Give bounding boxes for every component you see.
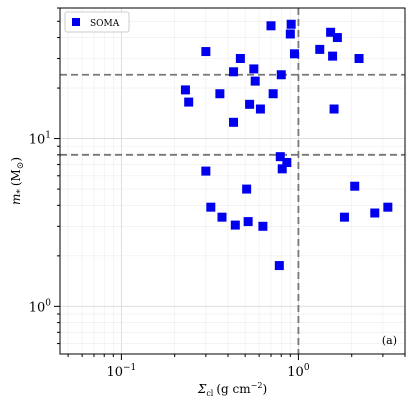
plot-frame xyxy=(59,7,406,355)
data-point-square xyxy=(285,29,295,39)
legend: SOMA xyxy=(64,11,130,33)
panel-label: (a) xyxy=(382,334,397,347)
data-point-square xyxy=(266,21,276,31)
data-point-square xyxy=(276,70,286,80)
legend-label: SOMA xyxy=(90,19,120,29)
data-point-square xyxy=(242,184,252,194)
grid xyxy=(60,7,406,354)
legend-marker-square xyxy=(72,18,80,26)
data-point-square xyxy=(230,220,240,230)
data-point-square xyxy=(350,181,360,191)
data-point-square xyxy=(243,217,253,227)
data-point-square xyxy=(215,89,225,99)
data-point-square xyxy=(245,99,255,109)
data-point-square xyxy=(206,202,216,212)
x-tick-label: 100 xyxy=(287,363,310,380)
data-point-square xyxy=(180,85,190,95)
data-points xyxy=(180,19,393,271)
data-point-square xyxy=(282,158,292,168)
data-point-square xyxy=(277,164,287,174)
data-point-square xyxy=(326,27,336,37)
y-tick-label: 100 xyxy=(29,298,52,315)
data-point-square xyxy=(258,221,268,231)
x-tick-labels: 10−1 100 xyxy=(106,363,309,380)
data-point-square xyxy=(289,49,299,59)
data-point-square xyxy=(286,19,296,29)
data-point-square xyxy=(229,117,239,127)
data-point-square xyxy=(274,261,284,271)
y-tick-labels: 100 101 xyxy=(29,131,52,316)
reference-lines xyxy=(60,8,405,354)
data-point-square xyxy=(339,212,349,222)
data-point-square xyxy=(383,202,393,212)
data-point-square xyxy=(229,67,239,77)
x-axis-label: Σcl (g cm−2) xyxy=(197,381,267,398)
data-point-square xyxy=(249,64,259,74)
y-tick-label: 101 xyxy=(29,131,51,148)
data-point-square xyxy=(315,44,325,54)
data-point-square xyxy=(235,54,245,64)
y-axis-label: m*(M⊙) xyxy=(9,157,26,205)
data-point-square xyxy=(268,89,278,99)
data-point-square xyxy=(370,208,380,218)
data-point-square xyxy=(184,97,194,107)
data-point-square xyxy=(329,104,339,114)
data-point-square xyxy=(328,51,338,61)
data-point-square xyxy=(255,104,265,114)
data-point-square xyxy=(275,152,285,162)
x-tick-label: 10−1 xyxy=(106,363,136,380)
data-point-square xyxy=(201,47,211,57)
data-point-square xyxy=(217,212,227,222)
data-point-square xyxy=(201,166,211,176)
data-point-square xyxy=(354,54,364,64)
data-point-square xyxy=(250,76,260,86)
legend-box xyxy=(64,11,130,33)
data-point-square xyxy=(332,33,342,43)
